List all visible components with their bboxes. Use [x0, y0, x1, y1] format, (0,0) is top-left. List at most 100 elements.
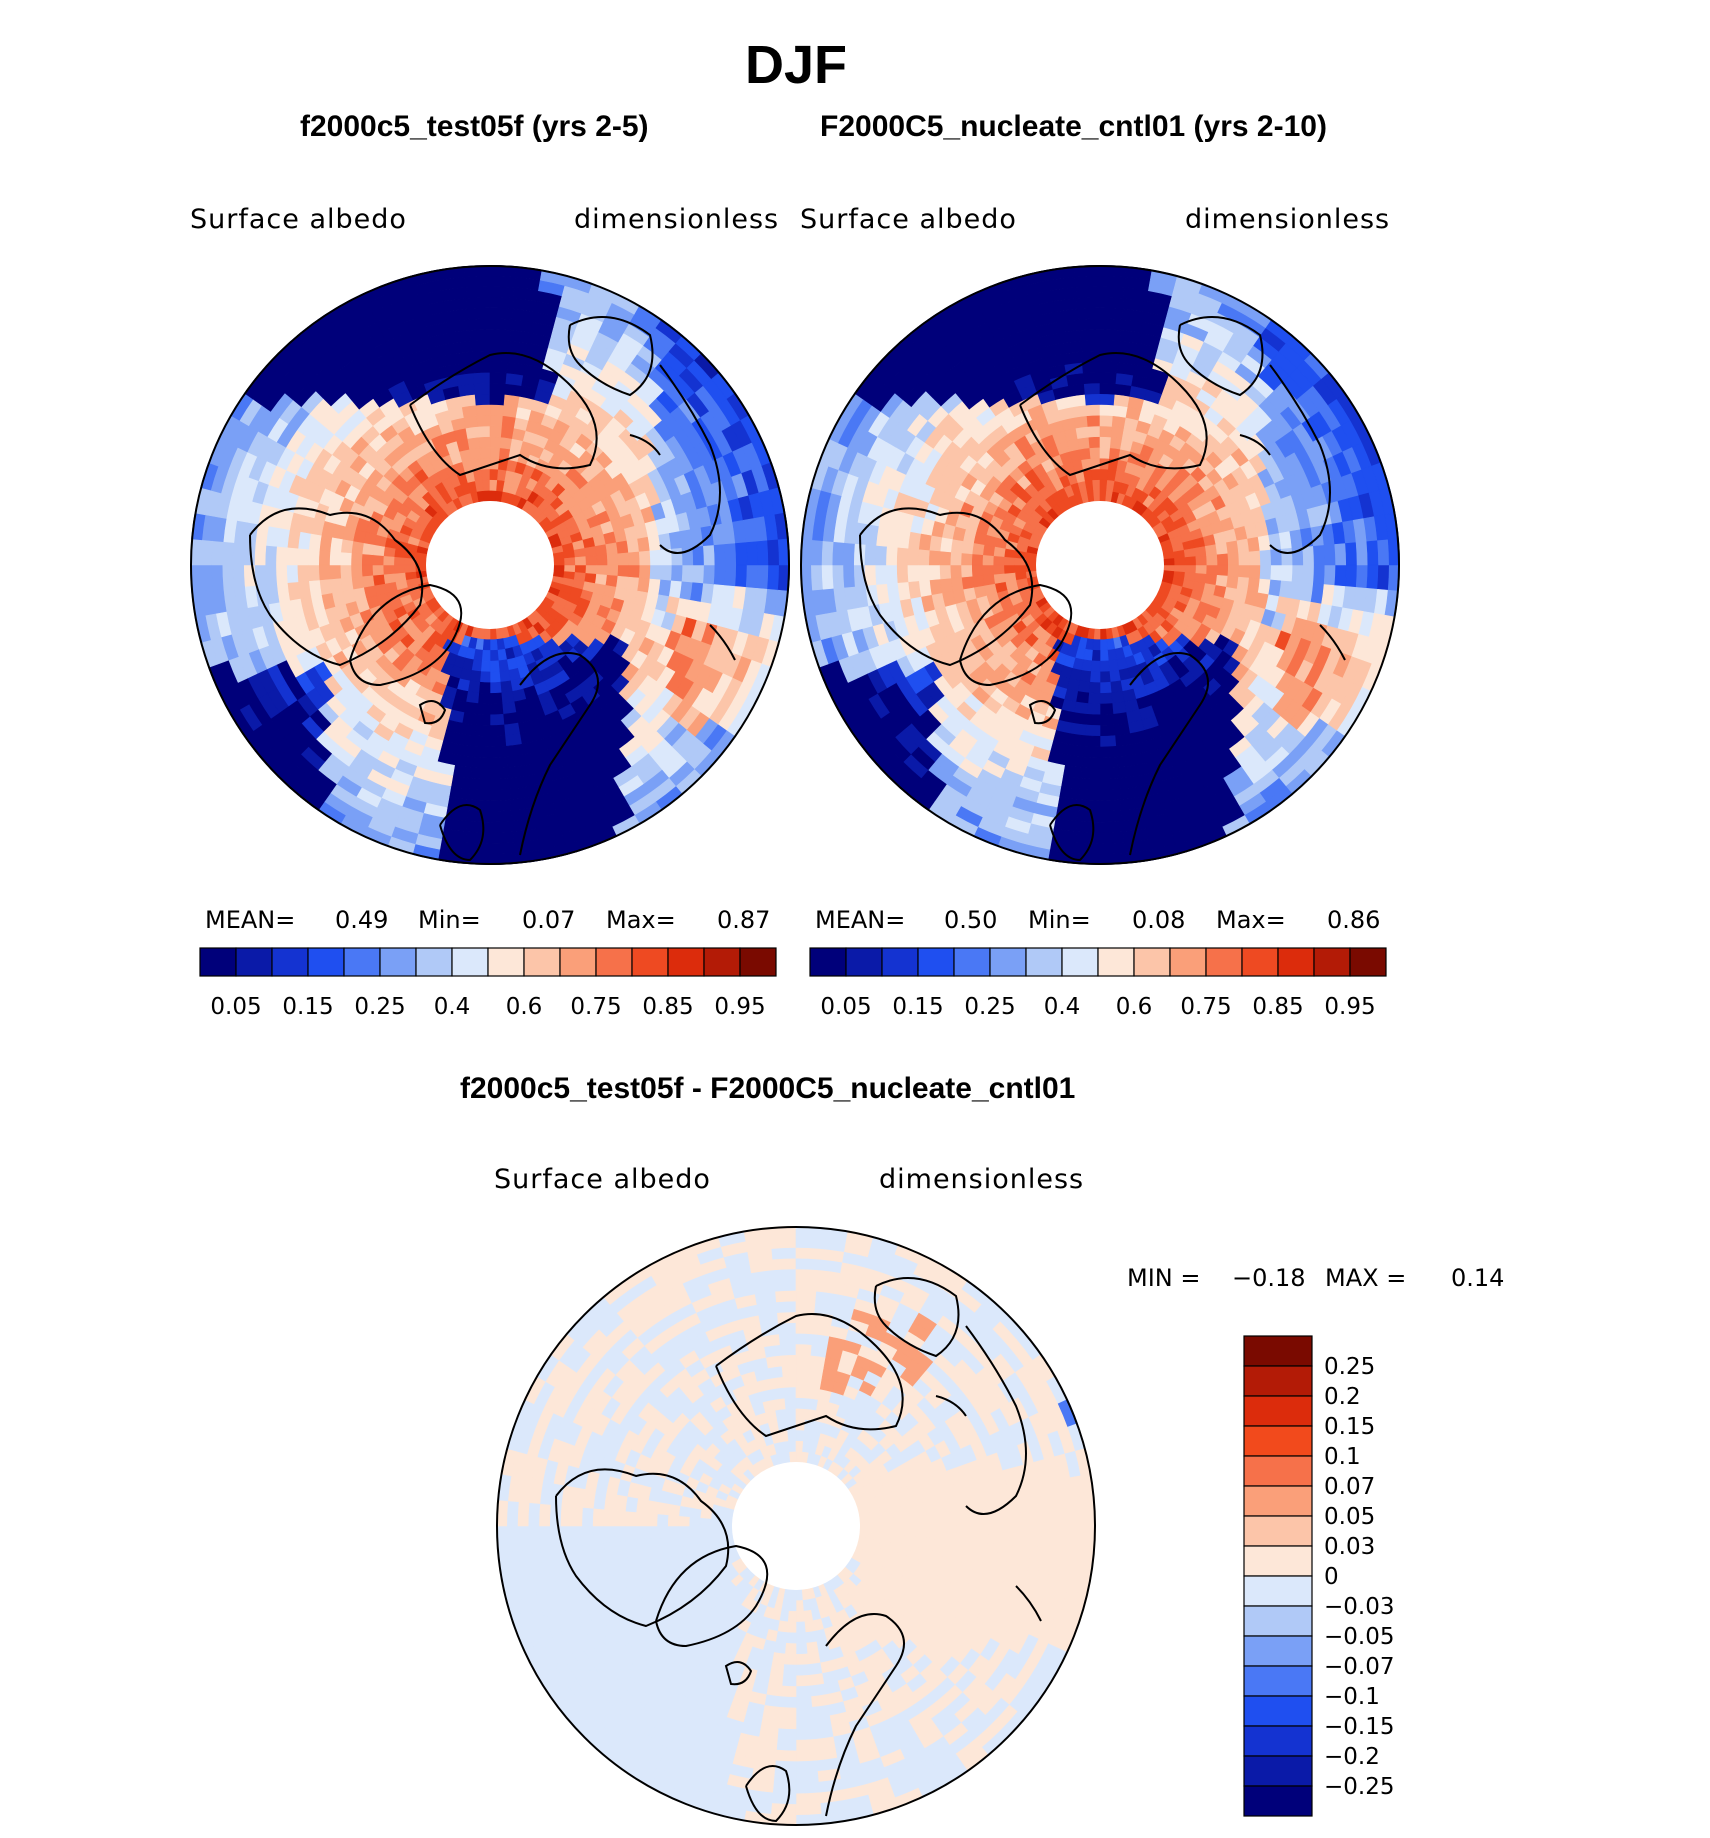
- colorbar-tick-label: −0.03: [1324, 1594, 1394, 1620]
- panel-1-title: f2000c5_test05f (yrs 2-5): [300, 110, 649, 143]
- field-cell: [982, 554, 994, 566]
- field-cell: [1030, 1504, 1043, 1527]
- field-cell: [982, 564, 994, 576]
- field-cell: [911, 1503, 925, 1517]
- field-cell: [932, 1499, 946, 1515]
- field-cell: [296, 564, 310, 583]
- field-cell: [821, 540, 834, 566]
- coastline-path: [409, 352, 598, 477]
- colorbar-tick-label: 0.15: [282, 994, 333, 1020]
- field-cell: [795, 1343, 813, 1356]
- field-cell: [1107, 648, 1118, 662]
- field-cell: [795, 1589, 803, 1602]
- field-cell: [574, 556, 587, 566]
- field-cell: [678, 1534, 692, 1547]
- field-cell: [795, 1429, 805, 1442]
- field-cell: [1334, 564, 1347, 587]
- field-cell: [1110, 691, 1125, 704]
- field-cell: [795, 1386, 809, 1399]
- field-cell: [971, 564, 984, 577]
- field-cell: [232, 564, 245, 588]
- field-cell: [1099, 660, 1110, 673]
- panel-1-units: dimensionless: [574, 204, 780, 235]
- field-cell: [626, 576, 640, 592]
- field-cell: [489, 382, 507, 395]
- field-cell: [1086, 414, 1101, 427]
- field-cell: [286, 564, 299, 584]
- colorbar-swatch: [1243, 1515, 1313, 1547]
- field-cell: [783, 1653, 797, 1666]
- field-cell: [646, 1537, 660, 1553]
- field-cell: [467, 436, 481, 450]
- field-cell: [1084, 393, 1101, 406]
- field-cell: [1174, 557, 1186, 566]
- field-cell: [1080, 778, 1101, 791]
- coastline-path: [859, 507, 1034, 667]
- field-cell: [795, 1771, 819, 1784]
- field-cell: [489, 639, 498, 651]
- field-cell: [584, 546, 597, 557]
- field-cell: [459, 394, 477, 408]
- field-cell: [1195, 564, 1208, 575]
- field-cell: [1216, 553, 1229, 566]
- field-cell: [489, 681, 502, 694]
- field-cell: [506, 1525, 519, 1552]
- field-cell: [489, 660, 500, 673]
- field-cell: [275, 564, 288, 584]
- field-cell: [1366, 564, 1379, 590]
- field-cell: [340, 576, 354, 592]
- field-cell: [943, 1538, 957, 1555]
- field-cell: [971, 553, 984, 566]
- field-cell: [795, 1600, 804, 1612]
- field-cell: [1257, 578, 1271, 596]
- field-cell: [1078, 318, 1101, 331]
- colorbar-tick-label: 0: [1324, 1564, 1339, 1590]
- field-cell: [1019, 1505, 1032, 1527]
- field-cell: [319, 578, 333, 596]
- field-cell: [1099, 735, 1117, 748]
- colorbar-swatch: [487, 947, 525, 977]
- colorbar-tick-label: 0.75: [1180, 994, 1231, 1020]
- field-cell: [478, 436, 491, 449]
- field-cell: [1184, 556, 1197, 566]
- colorbar-tick-label: 0.6: [506, 994, 543, 1020]
- field-cell: [891, 1525, 904, 1536]
- panel-2-min-label: Min=: [1028, 906, 1091, 934]
- field-cell: [339, 551, 352, 566]
- panel-2-max-label: Max=: [1216, 906, 1286, 934]
- field-cell: [807, 1662, 823, 1676]
- field-cell: [776, 1739, 797, 1752]
- field-cell: [934, 1512, 947, 1527]
- field-cell: [1099, 649, 1109, 662]
- field-cell: [710, 1525, 722, 1534]
- colorbar-swatch: [523, 947, 561, 977]
- colorbar-swatch: [667, 947, 705, 977]
- field-cell: [475, 713, 491, 726]
- field-cell: [1194, 546, 1207, 557]
- field-cell: [538, 1525, 551, 1549]
- field-cell: [1099, 371, 1118, 385]
- field-cell: [647, 578, 661, 596]
- field-cell: [1084, 724, 1101, 737]
- field-cell: [625, 1539, 639, 1557]
- field-cell: [1073, 415, 1089, 429]
- field-cell: [489, 842, 516, 855]
- field-cell: [784, 1642, 797, 1655]
- field-cell: [795, 1749, 817, 1762]
- field-cell: [670, 564, 684, 583]
- field-cell: [383, 573, 396, 584]
- field-cell: [1071, 404, 1088, 418]
- field-cell: [1247, 577, 1261, 594]
- field-cell: [1099, 286, 1125, 299]
- coastline-path: [519, 652, 599, 856]
- field-cell: [1302, 546, 1315, 566]
- field-cell: [1099, 339, 1120, 352]
- field-cell: [474, 393, 491, 406]
- field-cell: [585, 555, 598, 566]
- field-cell: [602, 1508, 616, 1527]
- field-cell: [470, 778, 491, 791]
- field-cell: [795, 1247, 821, 1260]
- field-cell: [489, 339, 510, 352]
- field-cell: [1080, 339, 1101, 352]
- field-cell: [489, 425, 503, 438]
